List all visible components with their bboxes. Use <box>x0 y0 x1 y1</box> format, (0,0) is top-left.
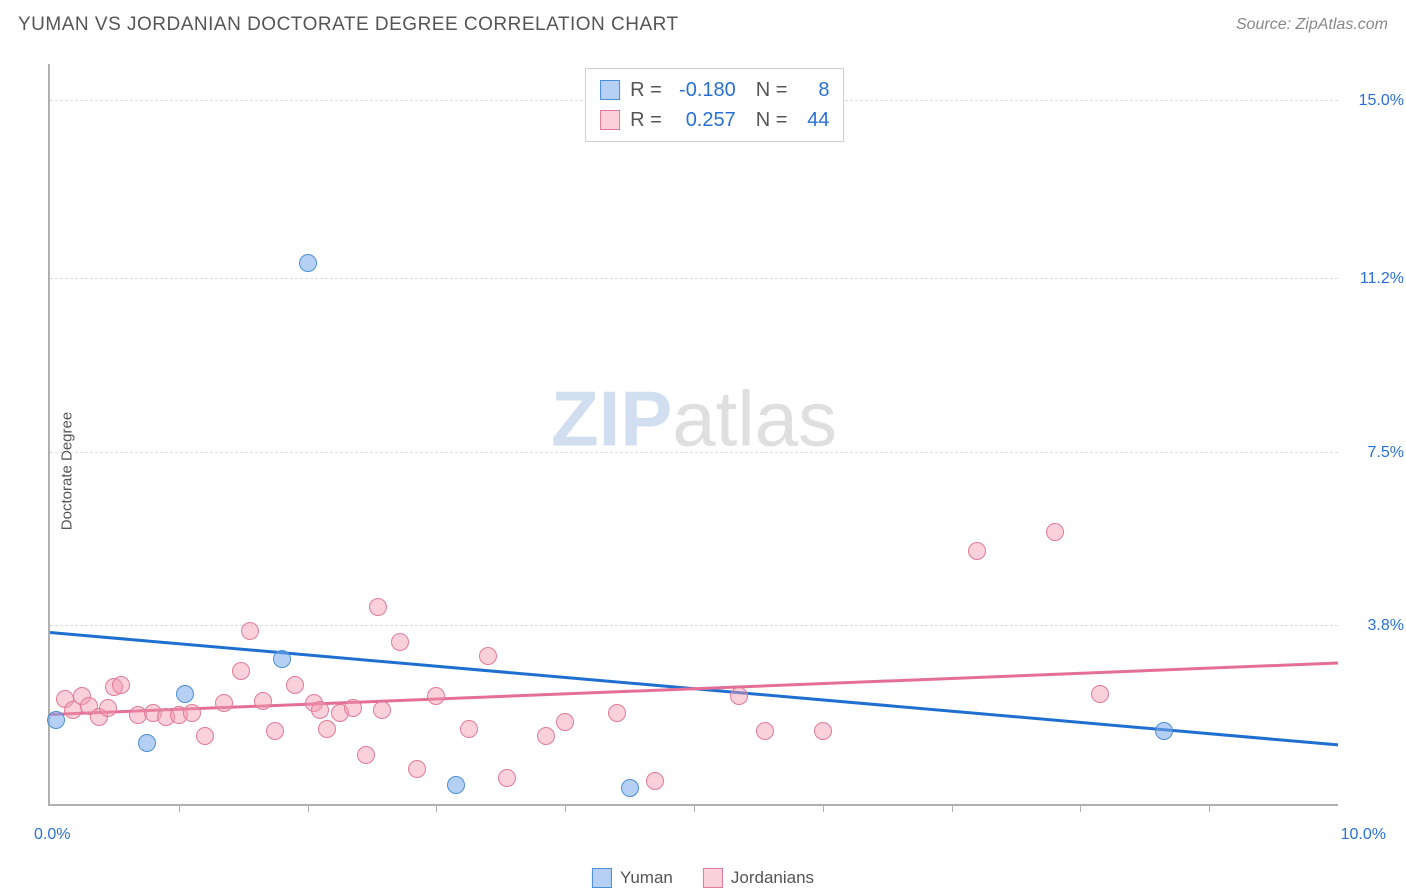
x-tick <box>823 804 824 812</box>
data-point <box>286 676 304 694</box>
r-label: R = <box>630 75 662 105</box>
legend-item: Jordanians <box>703 868 814 888</box>
x-tick <box>1080 804 1081 812</box>
legend-label: Jordanians <box>731 868 814 888</box>
data-point <box>408 760 426 778</box>
data-point <box>1046 523 1064 541</box>
data-point <box>196 727 214 745</box>
r-label: R = <box>630 105 662 135</box>
data-point <box>266 722 284 740</box>
data-point <box>498 769 516 787</box>
x-tick <box>694 804 695 812</box>
data-point <box>112 676 130 694</box>
x-axis-min-label: 0.0% <box>34 826 70 844</box>
legend-row: R = 0.257 N = 44 <box>600 105 829 135</box>
r-value: 0.257 <box>672 105 736 135</box>
legend-swatch <box>600 110 620 130</box>
data-point <box>215 694 233 712</box>
legend-row: R = -0.180 N = 8 <box>600 75 829 105</box>
correlation-legend: R = -0.180 N = 8 R = 0.257 N = 44 <box>585 68 844 142</box>
chart-container: Doctorate Degree ZIPatlas R =-0.180N =8R… <box>0 50 1406 892</box>
chart-title: YUMAN VS JORDANIAN DOCTORATE DEGREE CORR… <box>18 14 679 36</box>
data-point <box>318 720 336 738</box>
x-tick <box>308 804 309 812</box>
n-value: 8 <box>797 75 829 105</box>
watermark-bold: ZIP <box>551 375 672 463</box>
y-tick-label: 7.5% <box>1344 444 1404 462</box>
data-point <box>1091 685 1109 703</box>
data-point <box>369 598 387 616</box>
gridline <box>50 452 1338 453</box>
chart-source: Source: ZipAtlas.com <box>1236 16 1388 34</box>
legend-swatch <box>592 868 612 888</box>
x-tick <box>436 804 437 812</box>
y-tick-label: 15.0% <box>1344 92 1404 110</box>
data-point <box>273 650 291 668</box>
legend-swatch <box>600 80 620 100</box>
data-point <box>241 622 259 640</box>
r-value: -0.180 <box>672 75 736 105</box>
y-tick-label: 11.2% <box>1344 270 1404 288</box>
data-point <box>447 776 465 794</box>
n-label: N = <box>756 105 788 135</box>
data-point <box>47 711 65 729</box>
gridline <box>50 278 1338 279</box>
data-point <box>299 254 317 272</box>
data-point <box>311 701 329 719</box>
legend-item: Yuman <box>592 868 673 888</box>
data-point <box>99 699 117 717</box>
data-point <box>391 633 409 651</box>
x-axis-max-label: 10.0% <box>1341 826 1386 844</box>
data-point <box>176 685 194 703</box>
x-tick <box>565 804 566 812</box>
data-point <box>556 713 574 731</box>
plot-area: ZIPatlas R =-0.180N =8R =0.257N =44 15.0… <box>48 64 1338 806</box>
data-point <box>646 772 664 790</box>
x-tick <box>1209 804 1210 812</box>
data-point <box>537 727 555 745</box>
data-point <box>1155 722 1173 740</box>
data-point <box>460 720 478 738</box>
legend-swatch <box>703 868 723 888</box>
data-point <box>373 701 391 719</box>
legend-label: Yuman <box>620 868 673 888</box>
data-point <box>756 722 774 740</box>
data-point <box>138 734 156 752</box>
data-point <box>232 662 250 680</box>
data-point <box>254 692 272 710</box>
chart-header: YUMAN VS JORDANIAN DOCTORATE DEGREE CORR… <box>0 0 1406 50</box>
series-legend: Yuman Jordanians <box>592 868 814 888</box>
n-label: N = <box>756 75 788 105</box>
data-point <box>357 746 375 764</box>
data-point <box>183 704 201 722</box>
data-point <box>814 722 832 740</box>
data-point <box>479 647 497 665</box>
data-point <box>968 542 986 560</box>
data-point <box>344 699 362 717</box>
data-point <box>621 779 639 797</box>
data-point <box>427 687 445 705</box>
watermark-light: atlas <box>672 375 837 463</box>
y-tick-label: 3.8% <box>1344 617 1404 635</box>
data-point <box>730 687 748 705</box>
data-point <box>608 704 626 722</box>
x-tick <box>179 804 180 812</box>
x-tick <box>952 804 953 812</box>
n-value: 44 <box>797 105 829 135</box>
